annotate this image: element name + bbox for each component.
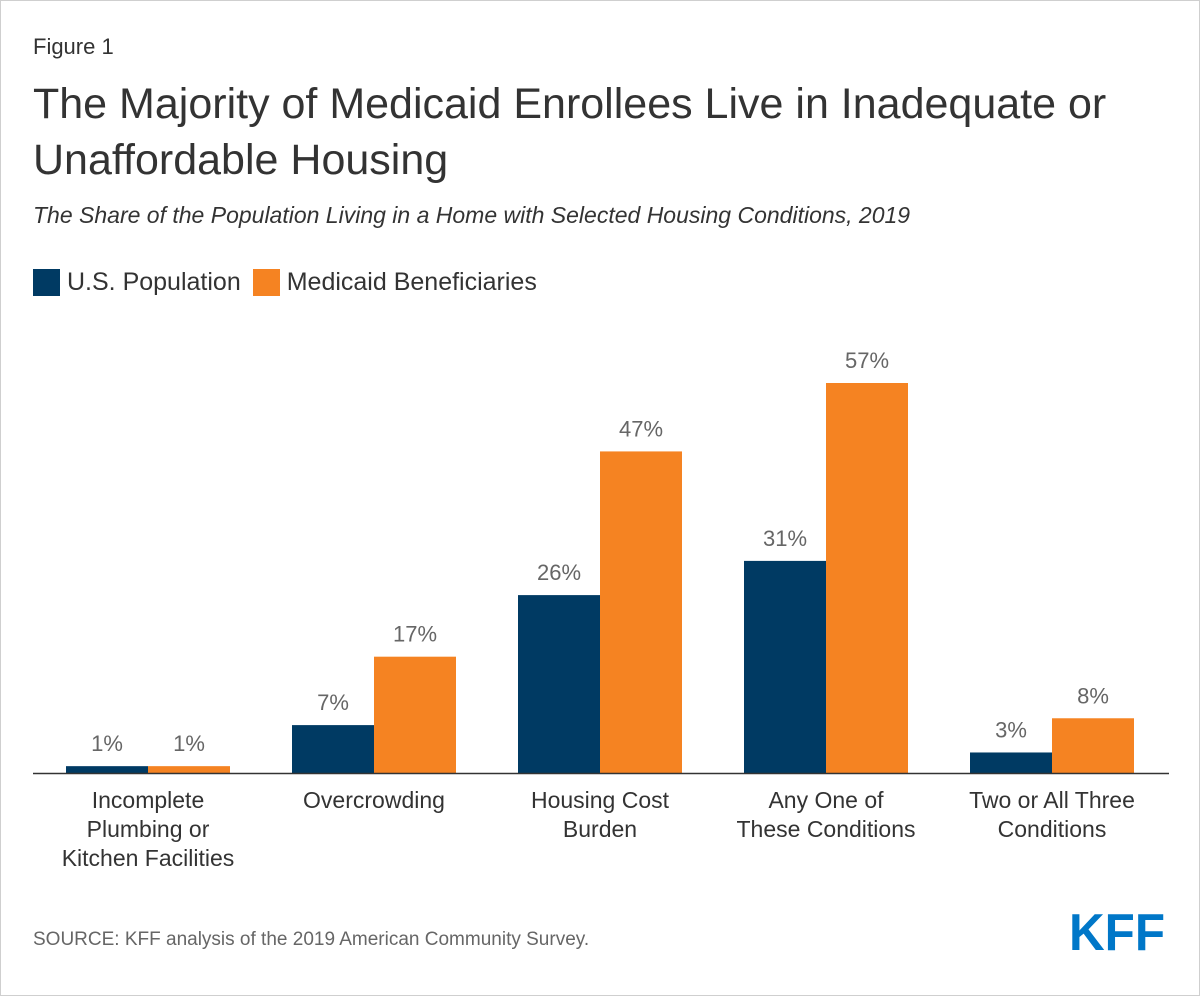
- category-label: Incomplete Plumbing or Kitchen Facilities: [62, 787, 235, 871]
- legend-swatch-us-population: [33, 269, 60, 296]
- chart-title: The Majority of Medicaid Enrollees Live …: [33, 80, 1107, 184]
- data-label-us-population: 31%: [763, 526, 807, 551]
- bar-us-population: [744, 560, 826, 773]
- data-label-medicaid: 1%: [173, 731, 205, 756]
- kff-logo: KFF: [1069, 908, 1165, 954]
- bar-us-population: [66, 766, 148, 773]
- legend-label-us-population: U.S. Population: [67, 268, 241, 296]
- legend-label-medicaid: Medicaid Beneficiaries: [286, 268, 537, 296]
- bar-medicaid: [826, 383, 908, 773]
- category-label: Any One of These Conditions: [737, 787, 916, 842]
- bar-medicaid: [600, 451, 682, 773]
- chart-legend: U.S. Population Medicaid Beneficiaries: [33, 268, 549, 297]
- source-note: SOURCE: KFF analysis of the 2019 America…: [33, 929, 590, 950]
- data-label-medicaid: 17%: [393, 622, 437, 647]
- legend-item-medicaid: Medicaid Beneficiaries: [252, 268, 537, 297]
- legend-swatch-medicaid: [252, 269, 280, 296]
- data-label-medicaid: 8%: [1077, 683, 1109, 708]
- bar-medicaid: [374, 656, 456, 773]
- data-label-us-population: 26%: [537, 560, 581, 585]
- svg-text:KFF: KFF: [1069, 908, 1165, 954]
- data-label-us-population: 1%: [91, 731, 123, 756]
- legend-item-us-population: U.S. Population: [33, 268, 241, 297]
- bar-us-population: [292, 725, 374, 773]
- category-label: Two or All Three Conditions: [969, 787, 1135, 842]
- bar-us-population: [518, 595, 600, 773]
- category-label: Overcrowding: [303, 787, 445, 813]
- category-label: Housing Cost Burden: [531, 787, 670, 842]
- data-label-medicaid: 57%: [845, 348, 889, 373]
- data-label-medicaid: 47%: [619, 416, 663, 441]
- bar-us-population: [970, 752, 1052, 773]
- chart-subtitle: The Share of the Population Living in a …: [33, 202, 911, 228]
- bar-medicaid: [1052, 718, 1134, 773]
- data-label-us-population: 3%: [995, 717, 1027, 742]
- data-label-us-population: 7%: [317, 690, 349, 715]
- bar-medicaid: [148, 766, 230, 773]
- figure-label: Figure 1: [33, 34, 114, 59]
